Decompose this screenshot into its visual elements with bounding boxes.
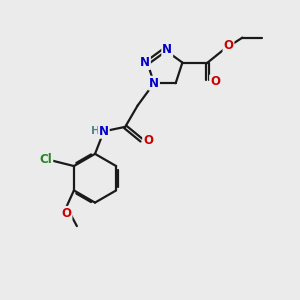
Text: N: N: [140, 56, 150, 69]
Text: O: O: [143, 134, 153, 147]
Text: O: O: [61, 207, 71, 220]
Text: Cl: Cl: [40, 153, 52, 166]
Text: N: N: [162, 43, 172, 56]
Text: N: N: [149, 77, 159, 90]
Text: O: O: [210, 75, 220, 88]
Text: N: N: [99, 125, 109, 138]
Text: H: H: [91, 126, 100, 136]
Text: O: O: [224, 39, 233, 52]
